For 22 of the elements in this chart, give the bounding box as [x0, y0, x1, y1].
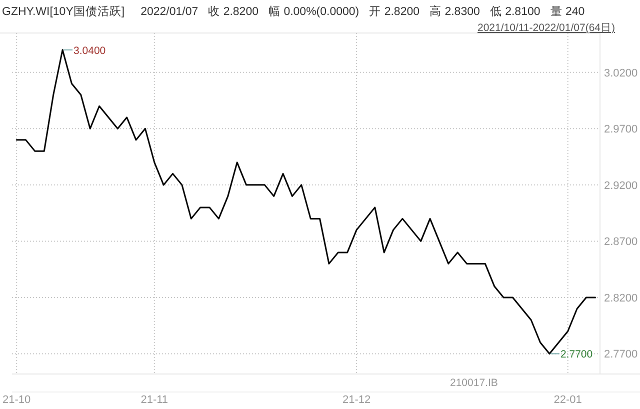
- x-tick-label: 21-12: [342, 394, 371, 406]
- text: 量 240: [550, 5, 585, 18]
- text: 210017.IB: [450, 377, 498, 389]
- y-tick-label: 2.8200: [604, 292, 638, 304]
- y-tick-label: 3.0200: [604, 67, 638, 80]
- text: 开 2.8200: [369, 5, 420, 18]
- text: 收 2.8200: [208, 5, 258, 18]
- chart-title: GZHY.WI[10Y国债活跃]: [2, 5, 125, 18]
- text: 幅 0.00%(0.0000): [268, 5, 360, 18]
- text: 高 2.8300: [430, 4, 480, 18]
- x-tick-label: 22-01: [554, 394, 582, 406]
- text: 低 2.8100: [490, 5, 540, 18]
- y-tick-label: 2.9200: [604, 180, 638, 192]
- y-tick-label: 2.7700: [604, 348, 638, 361]
- annotation: 2021/10/11-2022/01/07(64日): [478, 22, 615, 34]
- y-tick-label: 2.8700: [604, 236, 638, 248]
- y-tick-label: 2.9700: [604, 124, 638, 136]
- x-tick-label: 21-10: [2, 394, 31, 406]
- annotation: 2.7700: [560, 348, 593, 361]
- text: 2022/01/07: [140, 6, 198, 18]
- x-tick-label: 21-11: [140, 394, 168, 406]
- annotation: 3.0400: [74, 44, 106, 57]
